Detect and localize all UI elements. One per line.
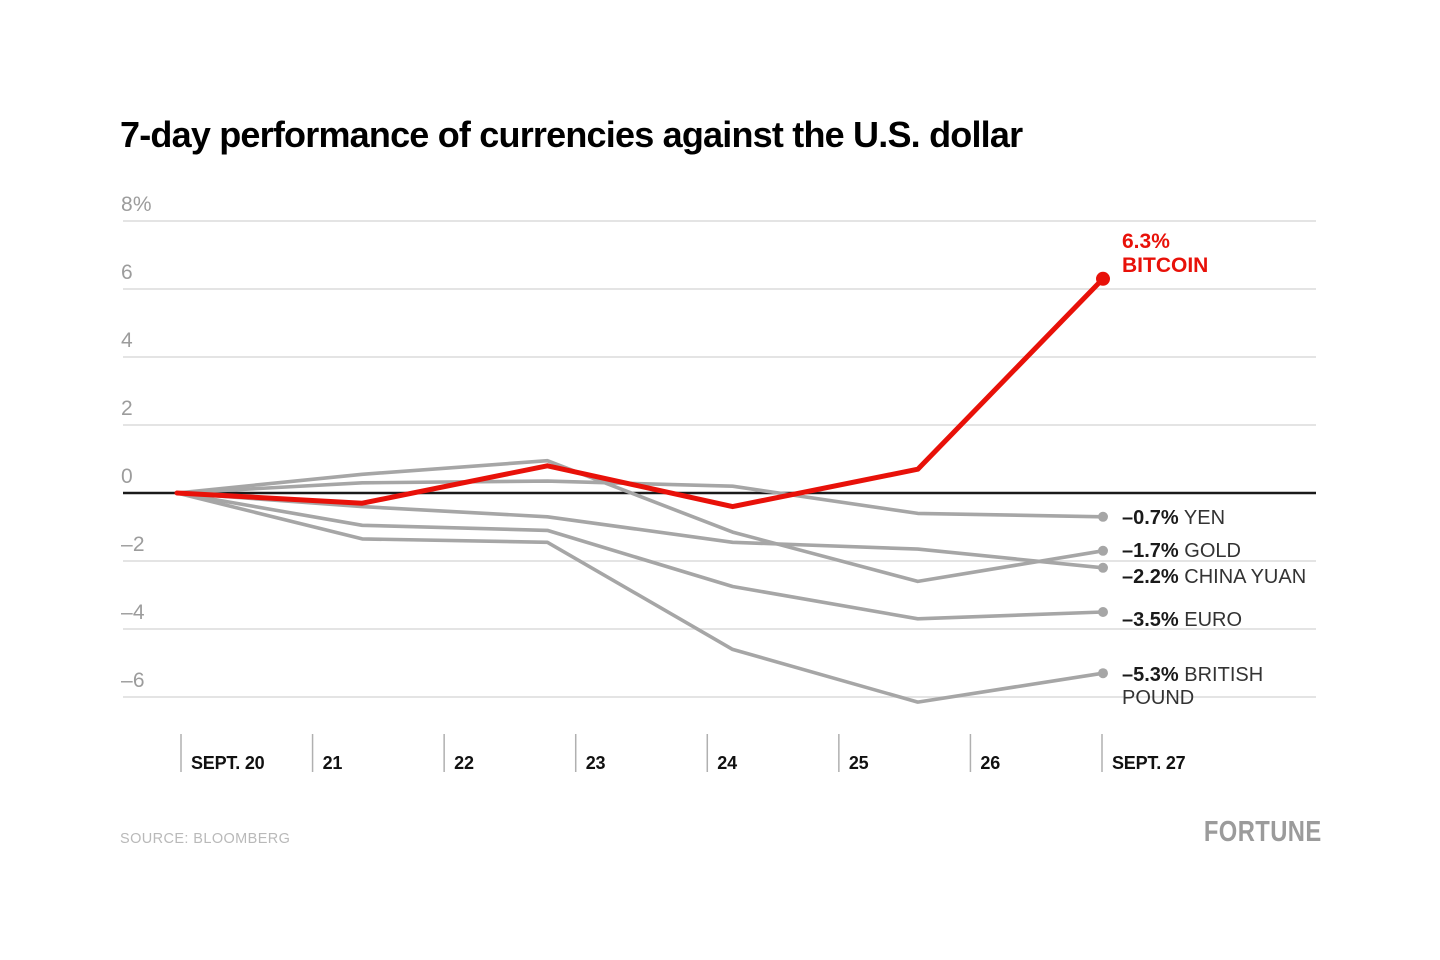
series-end-name: EURO: [1178, 608, 1243, 631]
series-end-dot-yen: [1098, 511, 1108, 522]
series-end-label-china-yuan: –2.2% CHINA YUAN: [1122, 566, 1306, 589]
series-end-value: –2.2%: [1122, 566, 1179, 589]
series-end-value: –0.7%: [1122, 507, 1179, 530]
chart-title: 7-day performance of currencies against …: [120, 114, 1023, 155]
series-end-label-yen: –0.7% YEN: [1122, 507, 1225, 530]
y-axis-label: 2: [121, 397, 133, 420]
series-end-value: –1.7%: [1122, 540, 1179, 563]
y-axis-label: 0: [121, 465, 133, 488]
x-axis-label: 25: [848, 753, 869, 773]
series-end-label-bitcoin: 6.3% BITCOIN: [1122, 230, 1208, 278]
brand-logo: FORTUNE: [1204, 816, 1322, 848]
y-axis-label: 6: [121, 261, 133, 284]
series-end-name: BRITISH POUND: [1122, 663, 1264, 709]
y-axis-label: 8%: [121, 193, 152, 216]
y-axis-label: –4: [121, 601, 145, 624]
series-end-dot-china-yuan: [1098, 562, 1108, 573]
series-end-label-gold: –1.7% GOLD: [1122, 540, 1241, 563]
series-line-gold: [175, 458, 1105, 584]
series-end-dot-euro: [1098, 607, 1108, 617]
y-axis-label: –2: [121, 533, 145, 556]
series-end-name: BITCOIN: [1122, 254, 1209, 278]
x-axis-label: SEPT. 20: [191, 753, 265, 773]
series-line-bitcoin: [174, 276, 1106, 510]
series-end-dot-gold: [1098, 545, 1108, 556]
source-note: SOURCE: BLOOMBERG: [120, 831, 291, 847]
series-end-name: CHINA YUAN: [1178, 566, 1307, 589]
x-axis-label: 21: [322, 753, 343, 773]
x-axis-label: SEPT. 27: [1112, 753, 1186, 773]
x-axis-label: 22: [454, 753, 474, 773]
y-axis-label: –6: [121, 669, 145, 692]
series-end-name: YEN: [1178, 507, 1226, 530]
series-line-euro: [175, 491, 1105, 621]
y-axis-label: 4: [121, 329, 133, 352]
series-end-value: 6.3%: [1122, 230, 1170, 254]
series-end-label-british-pound: –5.3% BRITISH POUND: [1122, 664, 1292, 710]
series-end-dot-british-pound: [1098, 668, 1108, 679]
series-line-china-yuan: [175, 491, 1105, 570]
series-end-dot-bitcoin: [1096, 271, 1110, 286]
series-line-british-pound: [175, 491, 1105, 704]
series-end-value: –5.3%: [1122, 663, 1179, 686]
x-axis-label: 24: [717, 753, 737, 773]
series-end-name: GOLD: [1178, 540, 1241, 563]
series-end-value: –3.5%: [1122, 608, 1179, 631]
x-axis-label: 26: [980, 753, 1001, 773]
series-end-label-euro: –3.5% EURO: [1122, 609, 1242, 632]
x-axis-label: 23: [585, 753, 606, 773]
